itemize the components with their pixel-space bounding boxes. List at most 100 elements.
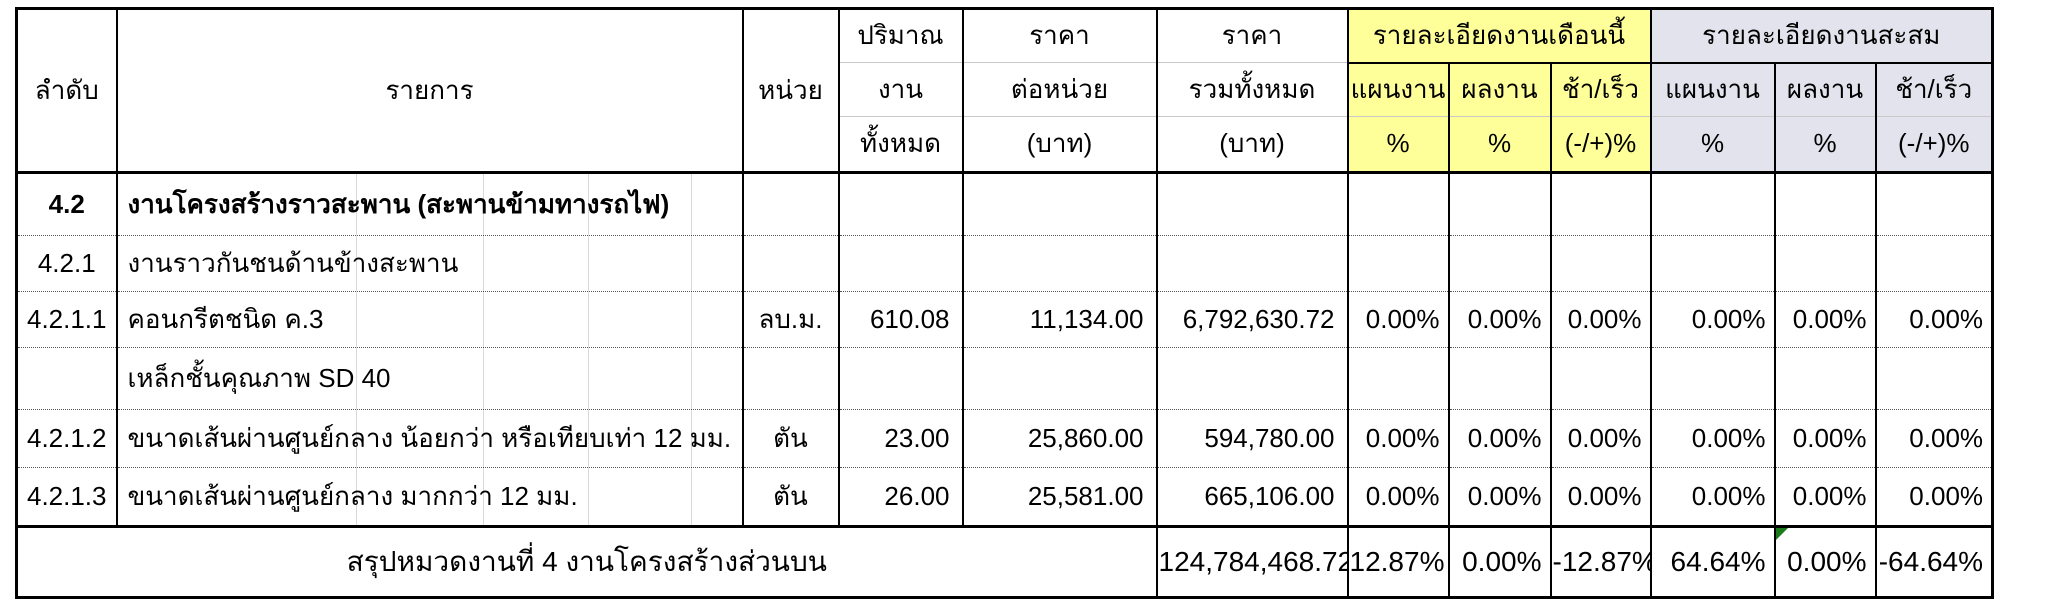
- cell-unit-price: 25,860.00: [961, 409, 1158, 468]
- cell-month-plan: 0.00%: [1346, 291, 1450, 348]
- cell-month-diff: 0.00%: [1549, 409, 1652, 468]
- cell-month-actual: [1447, 235, 1552, 292]
- header-quantity-line1: ปริมาณ: [837, 8, 964, 63]
- cell-item: ขนาดเส้นผ่านศูนย์กลาง มากกว่า 12 มม.: [115, 467, 744, 527]
- cell-month-plan: [1346, 235, 1450, 292]
- cell-month-diff: [1549, 171, 1652, 236]
- table-row: เหล็กชั้นคุณภาพ SD 40: [15, 347, 1994, 410]
- header-month-actual: ผลงาน: [1447, 61, 1552, 117]
- cell-month-actual: [1447, 171, 1552, 236]
- cell-no: 4.2: [15, 171, 118, 236]
- cell-cumulative-diff: 0.00%: [1874, 291, 1994, 348]
- cell-no: 4.2.1: [15, 235, 118, 292]
- header-unit-price-line2: ต่อหน่วย: [961, 62, 1158, 117]
- header-quantity-line3: ทั้งหมด: [837, 116, 964, 173]
- header-month-diff-unit: (-/+)%: [1549, 116, 1652, 173]
- header-item: รายการ: [115, 8, 744, 173]
- cell-unit: [741, 235, 840, 292]
- cell-unit: ตัน: [741, 409, 840, 468]
- cell-cumulative-diff: 0.00%: [1874, 409, 1994, 468]
- cell-month-actual: 0.00%: [1447, 291, 1552, 348]
- cell-month-plan: 0.00%: [1346, 467, 1450, 527]
- cell-quantity: 23.00: [837, 409, 964, 468]
- summary-cumulative-actual-value: 0.00%: [1787, 546, 1867, 578]
- cell-cumulative-diff: [1874, 347, 1994, 410]
- progress-report-table: ลำดับ รายการ หน่วย ปริมาณ ราคา ราคา รายล…: [15, 7, 1995, 599]
- cell-item: งานราวกันชนด้านข้างสะพาน: [115, 235, 744, 292]
- cell-month-diff: [1549, 347, 1652, 410]
- header-unit-price-line1: ราคา: [961, 8, 1158, 63]
- header-unit: หน่วย: [741, 8, 840, 173]
- cell-item: งานโครงสร้างราวสะพาน (สะพานข้ามทางรถไฟ): [115, 171, 744, 236]
- table-row: 4.2.1.2 ขนาดเส้นผ่านศูนย์กลาง น้อยกว่า ห…: [15, 409, 1994, 468]
- cell-cumulative-diff: [1874, 235, 1994, 292]
- header-cumulative-actual-unit: %: [1773, 116, 1877, 173]
- cell-total-price: [1155, 171, 1349, 236]
- cell-unit-price: [961, 171, 1158, 236]
- cell-month-plan: 0.00%: [1346, 409, 1450, 468]
- header-month-actual-unit: %: [1447, 116, 1552, 173]
- cell-cumulative-actual: 0.00%: [1773, 291, 1877, 348]
- cell-cumulative-actual: 0.00%: [1773, 467, 1877, 527]
- cell-unit-price: 11,134.00: [961, 291, 1158, 348]
- cell-month-actual: 0.00%: [1447, 467, 1552, 527]
- cell-cumulative-actual: [1773, 235, 1877, 292]
- header-cumulative-diff: ช้า/เร็ว: [1874, 61, 1994, 117]
- cell-month-diff: 0.00%: [1549, 467, 1652, 527]
- cell-no: 4.2.1.1: [15, 291, 118, 348]
- cell-cumulative-plan: [1649, 235, 1776, 292]
- header-month-plan-unit: %: [1346, 116, 1450, 173]
- header-month-plan: แผนงาน: [1346, 61, 1450, 117]
- header-cumulative-actual: ผลงาน: [1773, 61, 1877, 117]
- cell-month-diff: [1549, 235, 1652, 292]
- header-month-diff: ช้า/เร็ว: [1549, 61, 1652, 117]
- cell-unit-price: 25,581.00: [961, 467, 1158, 527]
- cell-cumulative-plan: 0.00%: [1649, 467, 1776, 527]
- cell-item: คอนกรีตชนิด ค.3: [115, 291, 744, 348]
- cell-quantity: [837, 171, 964, 236]
- cell-total-price: 6,792,630.72: [1155, 291, 1349, 348]
- cell-quantity: 26.00: [837, 467, 964, 527]
- summary-total-price: 124,784,468.72: [1155, 525, 1349, 598]
- cell-cumulative-diff: [1874, 171, 1994, 236]
- cell-cumulative-actual: 0.00%: [1773, 409, 1877, 468]
- cell-item: เหล็กชั้นคุณภาพ SD 40: [115, 347, 744, 410]
- table-row: 4.2.1.3 ขนาดเส้นผ่านศูนย์กลาง มากกว่า 12…: [15, 467, 1994, 527]
- cell-total-price: [1155, 235, 1349, 292]
- cell-item: ขนาดเส้นผ่านศูนย์กลาง น้อยกว่า หรือเทียบ…: [115, 409, 744, 468]
- header-total-price-line2: รวมทั้งหมด: [1155, 62, 1349, 117]
- cell-cumulative-plan: [1649, 171, 1776, 236]
- header-quantity-line2: งาน: [837, 62, 964, 117]
- cell-cumulative-plan: 0.00%: [1649, 291, 1776, 348]
- header-no: ลำดับ: [15, 8, 118, 173]
- cell-cumulative-plan: [1649, 347, 1776, 410]
- header-cumulative-plan: แผนงาน: [1649, 61, 1776, 117]
- cell-unit: ลบ.ม.: [741, 291, 840, 348]
- cell-no: [15, 347, 118, 410]
- cell-cumulative-plan: 0.00%: [1649, 409, 1776, 468]
- cell-month-diff: 0.00%: [1549, 291, 1652, 348]
- cell-unit-price: [961, 235, 1158, 292]
- cell-error-indicator-icon: [1776, 529, 1788, 540]
- table-row: 4.2.1 งานราวกันชนด้านข้างสะพาน: [15, 235, 1994, 292]
- cell-unit: ตัน: [741, 467, 840, 527]
- summary-label: สรุปหมวดงานที่ 4 งานโครงสร้างส่วนบน: [15, 525, 1158, 598]
- header-cumulative-plan-unit: %: [1649, 116, 1776, 173]
- summary-month-diff: -12.87%: [1549, 525, 1652, 598]
- cell-unit: [741, 347, 840, 410]
- cell-quantity: 610.08: [837, 291, 964, 348]
- cell-month-plan: [1346, 171, 1450, 236]
- cell-month-plan: [1346, 347, 1450, 410]
- header-cumulative-diff-unit: (-/+)%: [1874, 116, 1994, 173]
- summary-month-actual: 0.00%: [1447, 525, 1552, 598]
- cell-quantity: [837, 235, 964, 292]
- header-total-price-line1: ราคา: [1155, 8, 1349, 63]
- header-month-group-title: รายละเอียดงานเดือนนี้: [1346, 8, 1652, 63]
- cell-quantity: [837, 347, 964, 410]
- cell-no: 4.2.1.2: [15, 409, 118, 468]
- cell-unit: [741, 171, 840, 236]
- summary-month-plan: 12.87%: [1346, 525, 1450, 598]
- table-row: 4.2.1.1 คอนกรีตชนิด ค.3 ลบ.ม. 610.08 11,…: [15, 291, 1994, 348]
- cell-cumulative-actual: [1773, 171, 1877, 236]
